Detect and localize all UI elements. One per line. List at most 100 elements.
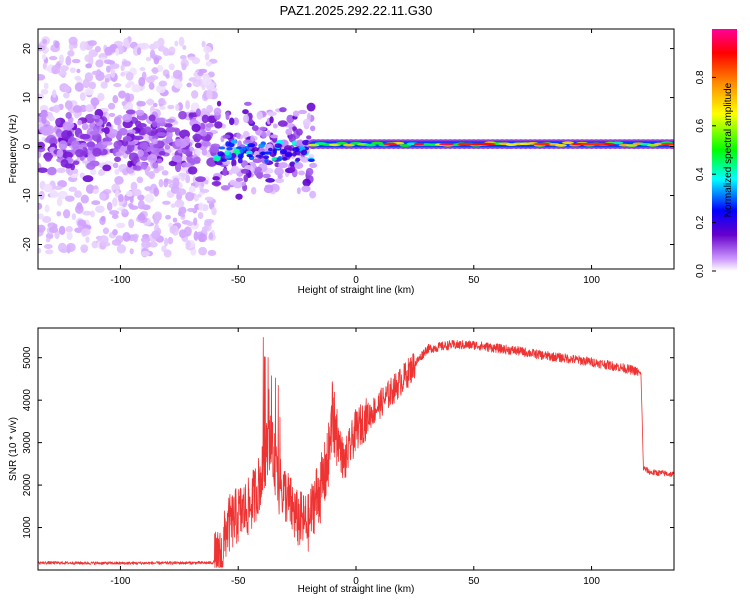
transition-blob (305, 167, 314, 176)
noise-blob (74, 75, 81, 81)
noise-core-blob (41, 115, 47, 124)
noise-core-blob (155, 117, 166, 124)
snr-x-tick-label: -100 (110, 576, 130, 587)
carrier-peak (413, 142, 425, 146)
transition-blob (236, 132, 241, 139)
noise-core-blob (191, 123, 201, 133)
carrier-core (562, 141, 574, 145)
transition-core-blob (292, 147, 300, 153)
noise-blob (144, 193, 155, 203)
noise-blob (116, 244, 126, 254)
noise-blob (153, 40, 161, 49)
transition-blob (228, 117, 235, 126)
noise-blob (106, 201, 113, 211)
noise-blob (58, 225, 66, 235)
transition-blob (212, 176, 220, 181)
noise-blob (159, 105, 166, 110)
snr-y-tick-label: 4000 (22, 389, 33, 412)
noise-blob (107, 102, 116, 110)
transition-core-blob (300, 149, 308, 156)
noise-core-blob (72, 105, 82, 113)
noise-blob (52, 89, 57, 98)
noise-core-blob (165, 127, 177, 133)
noise-blob (112, 229, 118, 236)
noise-blob (193, 194, 199, 202)
noise-blob (125, 190, 134, 197)
noise-blob (68, 36, 78, 46)
noise-blob (172, 217, 178, 223)
transition-blob (231, 158, 237, 168)
transition-blob (235, 193, 243, 200)
noise-core-blob (151, 120, 158, 128)
noise-blob (82, 210, 92, 216)
spectrogram-x-tick-label: 50 (468, 275, 480, 286)
noise-blob (153, 57, 160, 65)
transition-blob (309, 162, 318, 169)
noise-blob (57, 190, 68, 200)
noise-core-blob (153, 143, 160, 149)
spectrogram-y-ticks: -20 -10 0 10 20 (22, 43, 674, 252)
noise-blob (136, 176, 144, 184)
noise-blob (207, 249, 217, 257)
noise-blob (101, 241, 111, 247)
spectrogram-x-label: Height of straight line (km) (298, 285, 415, 296)
transition-blob (240, 168, 250, 174)
noise-core-blob (108, 112, 116, 118)
transition-blob (298, 170, 305, 176)
transition-blob (309, 190, 317, 199)
noise-blob (165, 214, 171, 220)
noise-blob (97, 92, 105, 102)
transition-core-blob (221, 158, 227, 162)
noise-blob (163, 237, 169, 247)
noise-core-blob (127, 129, 136, 134)
noise-core-blob (65, 112, 72, 119)
noise-core-blob (128, 152, 139, 162)
noise-blob (77, 219, 87, 227)
transition-core-blob (281, 156, 288, 161)
noise-core-blob (71, 140, 80, 149)
carrier-peak (439, 142, 454, 146)
transition-core-blob (244, 146, 250, 150)
noise-core-blob (125, 109, 136, 115)
transition-blob (243, 174, 249, 183)
noise-blob (182, 45, 187, 50)
noise-core-blob (166, 130, 173, 140)
transition-blob (243, 132, 250, 138)
transition-core-blob (295, 157, 301, 162)
noise-blob (188, 185, 196, 193)
noise-core-blob (156, 158, 163, 164)
transition-core-blob (231, 139, 238, 144)
noise-blob (145, 57, 152, 62)
noise-core-blob (201, 114, 209, 124)
transition-blob (306, 102, 316, 112)
snr-x-label: Height of straight line (km) (298, 584, 415, 595)
noise-core-blob (148, 114, 156, 122)
colorbar-tick-label: 0.4 (695, 167, 706, 181)
transition-core-blob (226, 147, 233, 151)
noise-core-blob (158, 151, 166, 156)
noise-blob (165, 73, 170, 79)
noise-core-blob (152, 138, 158, 145)
noise-blob (79, 41, 88, 51)
noise-blob (122, 232, 131, 242)
noise-blob (174, 40, 179, 47)
noise-blob (178, 206, 187, 215)
noise-blob (38, 74, 46, 81)
noise-blob (84, 54, 94, 63)
noise-blob (59, 65, 69, 72)
noise-blob (104, 46, 113, 56)
transition-blob (269, 134, 279, 139)
transition-core-blob (292, 152, 297, 157)
transition-blob (269, 116, 274, 124)
spectrogram-x-tick-label: 100 (583, 275, 600, 286)
transition-blob (250, 186, 257, 195)
noise-core-blob (126, 165, 135, 174)
noise-core-blob (210, 148, 218, 153)
spectrogram-x-ticks: -100 -50 0 50 100 (110, 29, 600, 286)
noise-blob (198, 202, 204, 211)
noise-core-blob (101, 128, 108, 133)
noise-core-blob (115, 151, 123, 157)
noise-blob (152, 102, 158, 108)
noise-core-blob (133, 135, 144, 140)
transition-core-blob (225, 141, 231, 147)
